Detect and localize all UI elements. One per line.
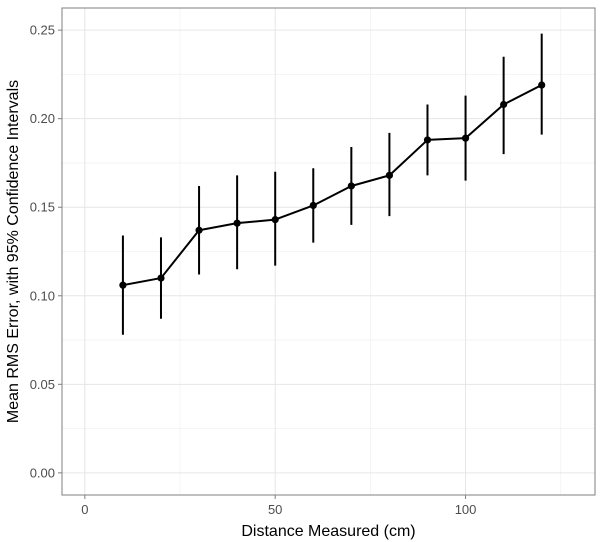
data-point [538, 81, 546, 89]
y-axis-title: Mean RMS Error, with 95% Confidence Inte… [5, 80, 22, 423]
data-point [271, 216, 279, 224]
data-points [119, 81, 546, 289]
y-tick-label: 0.00 [30, 465, 55, 480]
data-point [385, 171, 394, 179]
plot-panel-border [61, 7, 596, 496]
y-tick-label: 0.25 [30, 23, 55, 38]
x-tick-label: 0 [81, 502, 88, 517]
y-tick-label: 0.20 [30, 111, 55, 126]
data-point [309, 201, 317, 210]
y-tick-label: 0.05 [30, 377, 55, 392]
data-point [461, 134, 470, 142]
data-point [500, 100, 508, 109]
data-point [423, 136, 432, 144]
data-point [157, 274, 165, 282]
x-axis-title: Distance Measured (cm) [241, 523, 415, 540]
y-tick-label: 0.10 [30, 288, 55, 303]
series-line [122, 84, 543, 287]
data-point [195, 226, 203, 234]
y-tick-label: 0.15 [30, 200, 55, 215]
series-line-layer [122, 84, 543, 287]
x-tick-label: 100 [455, 502, 477, 517]
x-tick-label: 50 [268, 502, 282, 517]
y-axis-ticks: 0.00 0.05 0.10 0.15 0.20 0.25 [30, 23, 62, 480]
data-point [119, 281, 127, 289]
data-point [233, 219, 241, 227]
x-axis-ticks: 0 50 100 [81, 495, 476, 517]
data-point [347, 182, 355, 190]
